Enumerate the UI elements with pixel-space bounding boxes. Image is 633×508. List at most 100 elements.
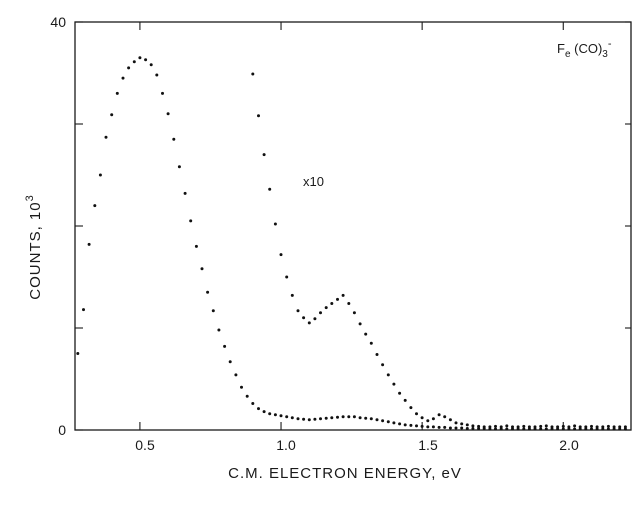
main-point-57 bbox=[398, 422, 402, 426]
main-point-41 bbox=[307, 418, 311, 422]
x10-point-30 bbox=[420, 416, 424, 420]
x10-point-36 bbox=[454, 421, 458, 425]
main-point-52 bbox=[369, 417, 373, 421]
x10-point-15 bbox=[336, 297, 339, 301]
x10-point-34 bbox=[443, 415, 447, 419]
x10-point-51 bbox=[539, 424, 543, 428]
main-point-5 bbox=[104, 135, 108, 139]
main-point-82 bbox=[539, 427, 543, 431]
main-point-87 bbox=[567, 427, 571, 431]
x-axis-ticks bbox=[139, 22, 564, 430]
x-tick-label-0.5: 0.5 bbox=[135, 437, 155, 453]
x10-point-63 bbox=[606, 424, 610, 428]
x10-point-2 bbox=[262, 153, 266, 157]
main-point-44 bbox=[324, 416, 328, 420]
main-point-10 bbox=[132, 60, 136, 64]
main-point-62 bbox=[426, 425, 430, 429]
main-point-34 bbox=[268, 412, 272, 416]
x10-point-48 bbox=[522, 424, 526, 428]
x10-point-17 bbox=[347, 302, 351, 305]
x-tick-label-1.5: 1.5 bbox=[418, 437, 438, 453]
main-point-61 bbox=[420, 424, 424, 428]
x10-point-4 bbox=[273, 222, 277, 226]
main-point-85 bbox=[556, 427, 560, 431]
main-point-88 bbox=[573, 427, 577, 431]
series-main-points bbox=[76, 56, 627, 431]
main-point-27 bbox=[228, 360, 232, 364]
main-point-3 bbox=[93, 204, 97, 208]
x10-point-45 bbox=[505, 424, 509, 428]
x10-point-42 bbox=[488, 425, 492, 429]
main-point-46 bbox=[336, 415, 339, 419]
x10-point-7 bbox=[290, 293, 294, 297]
y-tick-label-0: 0 bbox=[58, 422, 66, 438]
main-point-26 bbox=[223, 344, 227, 348]
x-tick-label-2.0: 2.0 bbox=[559, 437, 579, 453]
y-tick-label-40: 40 bbox=[50, 14, 66, 30]
main-point-23 bbox=[206, 290, 210, 294]
main-point-28 bbox=[234, 373, 238, 377]
main-point-66 bbox=[448, 426, 452, 430]
scale-label-x10: x10 bbox=[303, 174, 324, 189]
x10-point-57 bbox=[573, 424, 577, 428]
y-axis-title-exponent: 3 bbox=[24, 194, 36, 201]
main-point-97 bbox=[623, 427, 627, 431]
x10-point-41 bbox=[482, 425, 486, 429]
main-point-38 bbox=[290, 416, 294, 420]
main-point-73 bbox=[488, 427, 492, 431]
x10-point-49 bbox=[527, 425, 531, 429]
x10-point-9 bbox=[302, 316, 306, 320]
main-point-83 bbox=[544, 427, 548, 431]
x10-point-61 bbox=[595, 425, 599, 429]
x10-point-66 bbox=[623, 425, 627, 429]
main-point-40 bbox=[302, 417, 306, 421]
main-point-91 bbox=[590, 427, 593, 431]
x10-point-31 bbox=[426, 419, 430, 423]
main-point-47 bbox=[341, 415, 345, 419]
x10-point-65 bbox=[618, 425, 622, 429]
x10-point-21 bbox=[369, 341, 373, 345]
y-axis-title: COUNTS, 103 bbox=[24, 194, 44, 299]
plot-frame bbox=[74, 21, 632, 431]
main-point-4 bbox=[98, 173, 102, 177]
main-point-78 bbox=[516, 427, 520, 431]
main-point-12 bbox=[144, 58, 148, 62]
main-point-58 bbox=[403, 423, 407, 427]
main-point-21 bbox=[194, 244, 198, 248]
main-point-45 bbox=[330, 416, 334, 420]
main-point-43 bbox=[319, 417, 322, 421]
x10-point-10 bbox=[307, 321, 311, 325]
x10-point-12 bbox=[319, 311, 322, 315]
x10-point-25 bbox=[392, 382, 396, 386]
main-point-30 bbox=[245, 394, 249, 398]
x10-point-59 bbox=[584, 425, 588, 429]
main-point-8 bbox=[121, 76, 125, 80]
x10-point-35 bbox=[448, 418, 452, 422]
main-point-13 bbox=[149, 63, 153, 67]
x10-point-6 bbox=[285, 275, 289, 279]
x10-point-5 bbox=[279, 253, 283, 257]
main-point-80 bbox=[527, 427, 531, 431]
main-point-24 bbox=[211, 309, 215, 313]
main-point-2 bbox=[87, 242, 91, 246]
main-point-96 bbox=[618, 427, 622, 431]
x10-point-24 bbox=[386, 373, 390, 377]
x10-point-39 bbox=[471, 424, 475, 428]
main-point-48 bbox=[347, 415, 351, 419]
main-point-53 bbox=[375, 418, 379, 422]
main-point-39 bbox=[296, 417, 300, 421]
x10-point-53 bbox=[550, 425, 554, 429]
main-point-36 bbox=[279, 414, 283, 418]
main-point-56 bbox=[392, 421, 396, 425]
x10-point-46 bbox=[511, 425, 514, 429]
x10-point-56 bbox=[567, 425, 571, 429]
main-point-93 bbox=[601, 427, 605, 431]
main-point-81 bbox=[533, 427, 537, 431]
main-point-59 bbox=[409, 423, 413, 427]
x10-point-0 bbox=[251, 72, 255, 76]
main-point-14 bbox=[155, 73, 159, 77]
main-point-11 bbox=[138, 56, 142, 60]
main-point-19 bbox=[183, 191, 187, 195]
x10-point-32 bbox=[431, 417, 435, 421]
